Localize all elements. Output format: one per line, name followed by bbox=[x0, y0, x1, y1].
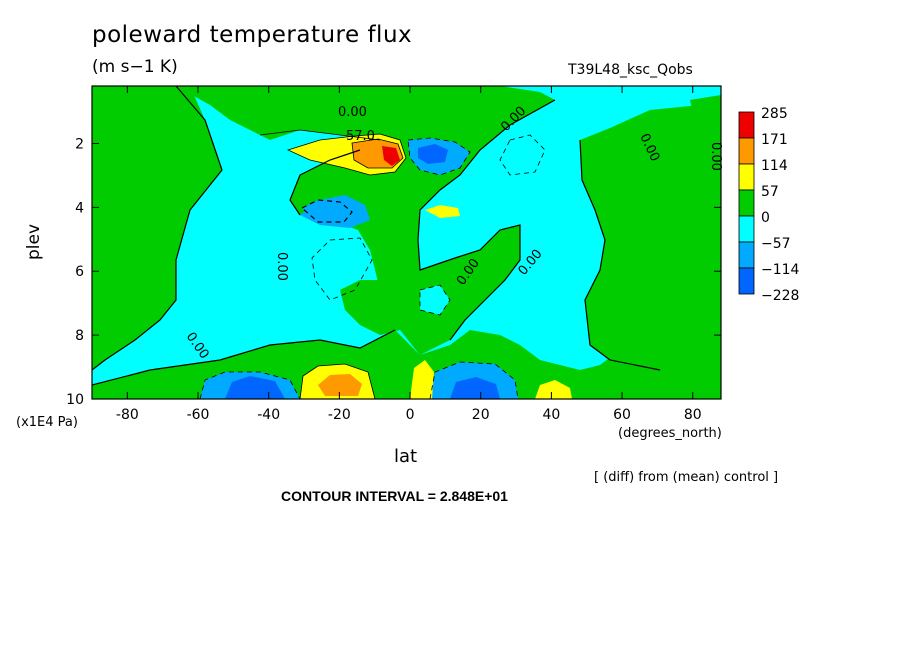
contour-label: 57.0 bbox=[346, 129, 375, 144]
x-tick-label: 40 bbox=[542, 407, 560, 423]
field-green-east-right bbox=[690, 95, 721, 399]
colorbar-label: −114 bbox=[761, 262, 800, 278]
colorbar-swatch bbox=[738, 111, 755, 139]
y-axis-unit: (x1E4 Pa) bbox=[16, 415, 78, 430]
field-blue-north bbox=[450, 377, 500, 399]
contour-neg-c bbox=[499, 134, 546, 176]
field-blue-south bbox=[225, 376, 285, 399]
y-tick-label: 4 bbox=[75, 200, 84, 216]
colorbar-swatch bbox=[738, 137, 755, 165]
colorbar-label: 114 bbox=[761, 158, 788, 174]
contour-interval: CONTOUR INTERVAL = 2.848E+01 bbox=[281, 488, 508, 504]
colorbar-label: 285 bbox=[761, 106, 788, 122]
field-orange-lower bbox=[318, 374, 362, 396]
contour-pos-a bbox=[259, 129, 381, 141]
experiment-label: T39L48_ksc_Qobs bbox=[568, 62, 693, 78]
field-green-center-core bbox=[340, 280, 405, 335]
contour-lines bbox=[92, 86, 661, 399]
x-tick-label: 0 bbox=[406, 407, 415, 423]
contour-neg-b bbox=[311, 237, 373, 301]
field-blue-mid bbox=[302, 200, 352, 222]
y-tick-label: 10 bbox=[66, 392, 84, 408]
contour-zero-c bbox=[579, 139, 661, 371]
y-tick-label: 2 bbox=[75, 136, 84, 152]
pocket-cyan-a bbox=[500, 135, 545, 175]
chart-title: poleward temperature flux bbox=[92, 22, 413, 48]
contour-label: 0.00 bbox=[338, 105, 367, 120]
x-tick-label: -80 bbox=[116, 407, 139, 423]
colorbar-swatch bbox=[738, 267, 755, 295]
colorbar-swatch bbox=[738, 241, 755, 269]
y-axis-label: plev bbox=[24, 223, 44, 260]
field-blue-upper-core bbox=[418, 144, 448, 164]
contour-labels: 0.00 57.0 0.00 0.00 0.00 0.00 0.00 0.00 … bbox=[183, 104, 723, 362]
colorbar-swatch bbox=[738, 215, 755, 243]
plot-frame bbox=[91, 85, 722, 400]
colorbar-legend: 285 171 114 57 0 −57 −114 −228 bbox=[738, 106, 800, 304]
contour-neg-f bbox=[300, 199, 353, 223]
y-tick-label: 8 bbox=[75, 328, 84, 344]
field-yellow-lower-b bbox=[410, 360, 434, 399]
colorbar-swatch bbox=[738, 189, 755, 217]
x-tick-label: -20 bbox=[328, 407, 351, 423]
x-tick-label: 80 bbox=[684, 407, 702, 423]
colorbar-label: 171 bbox=[761, 132, 788, 148]
contour-pos-b bbox=[286, 133, 407, 176]
diff-note: [ (diff) from (mean) control ] bbox=[594, 470, 779, 485]
contour-zero-e bbox=[92, 329, 396, 386]
x-tick-label: -40 bbox=[257, 407, 280, 423]
y-tick-label: 6 bbox=[75, 264, 84, 280]
field-green-east bbox=[580, 100, 721, 399]
contour-neg-g bbox=[419, 284, 451, 316]
field-red-upper bbox=[382, 146, 400, 166]
contour-zero-b bbox=[417, 99, 556, 341]
x-axis-label: lat bbox=[394, 446, 418, 467]
contour-pos-d bbox=[299, 363, 376, 399]
contour-neg-a bbox=[407, 137, 471, 176]
contour-fields bbox=[92, 86, 721, 399]
contour-label: 0.00 bbox=[708, 142, 723, 171]
x-axis-unit: (degrees_north) bbox=[618, 426, 722, 441]
field-green-west bbox=[92, 86, 222, 370]
x-tick-label: 60 bbox=[613, 407, 631, 423]
field-yellow-east bbox=[535, 380, 572, 399]
contour-zero-a bbox=[92, 86, 223, 371]
contour-neg-d bbox=[199, 371, 301, 399]
colorbar-label: −57 bbox=[761, 236, 791, 252]
field-yellow-mid bbox=[425, 205, 460, 218]
contour-label: 0.00 bbox=[274, 252, 289, 281]
contour-pos-c bbox=[351, 138, 404, 169]
colorbar-label: 0 bbox=[761, 210, 770, 226]
pocket-cyan-b bbox=[420, 285, 450, 315]
x-tick-label: 20 bbox=[472, 407, 490, 423]
colorbar-swatch bbox=[738, 163, 755, 191]
chart-units: (m s−1 K) bbox=[92, 57, 178, 77]
axes: -80 -60 -40 -20 0 20 40 60 80 2 4 6 8 10 bbox=[66, 86, 721, 423]
colorbar-label: 57 bbox=[761, 184, 779, 200]
contour-neg-e bbox=[429, 361, 519, 399]
contour-zero-d bbox=[289, 149, 361, 216]
colorbar-label: −228 bbox=[761, 288, 799, 304]
x-tick-label: -60 bbox=[187, 407, 210, 423]
